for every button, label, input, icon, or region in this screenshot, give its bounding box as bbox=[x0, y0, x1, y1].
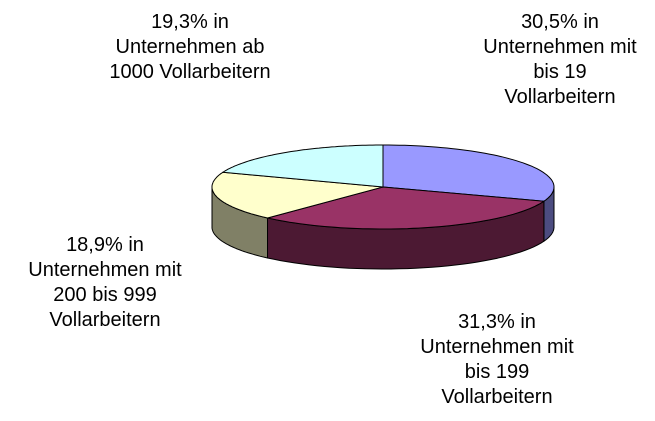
category-label: in Unternehmen ab 1000 Vollarbeitern bbox=[109, 11, 271, 83]
data-label: 18,9% in Unternehmen mit 200 bis 999 Vol… bbox=[21, 233, 189, 333]
data-label: 19,3% in Unternehmen ab 1000 Vollarbeite… bbox=[106, 10, 274, 85]
value-label: 18,9% bbox=[66, 234, 123, 256]
value-label: 31,3% bbox=[458, 311, 515, 333]
data-label: 31,3% in Unternehmen mit bis 199 Vollarb… bbox=[413, 310, 581, 410]
value-label: 30,5% bbox=[521, 11, 578, 33]
value-label: 19,3% bbox=[151, 11, 208, 33]
slice bbox=[211, 171, 384, 219]
category-label: in Unternehmen mit 200 bis 999 Vollarbei… bbox=[28, 234, 182, 331]
category-label: in Unternehmen mit bis 19 Vollarbeitern bbox=[483, 11, 637, 108]
slice bbox=[222, 144, 384, 188]
category-label: in Unternehmen mit bis 199 Vollarbeitern bbox=[420, 311, 574, 408]
slice bbox=[267, 186, 545, 230]
slice bbox=[382, 144, 555, 202]
data-label: 30,5% in Unternehmen mit bis 19 Vollarbe… bbox=[476, 10, 644, 110]
